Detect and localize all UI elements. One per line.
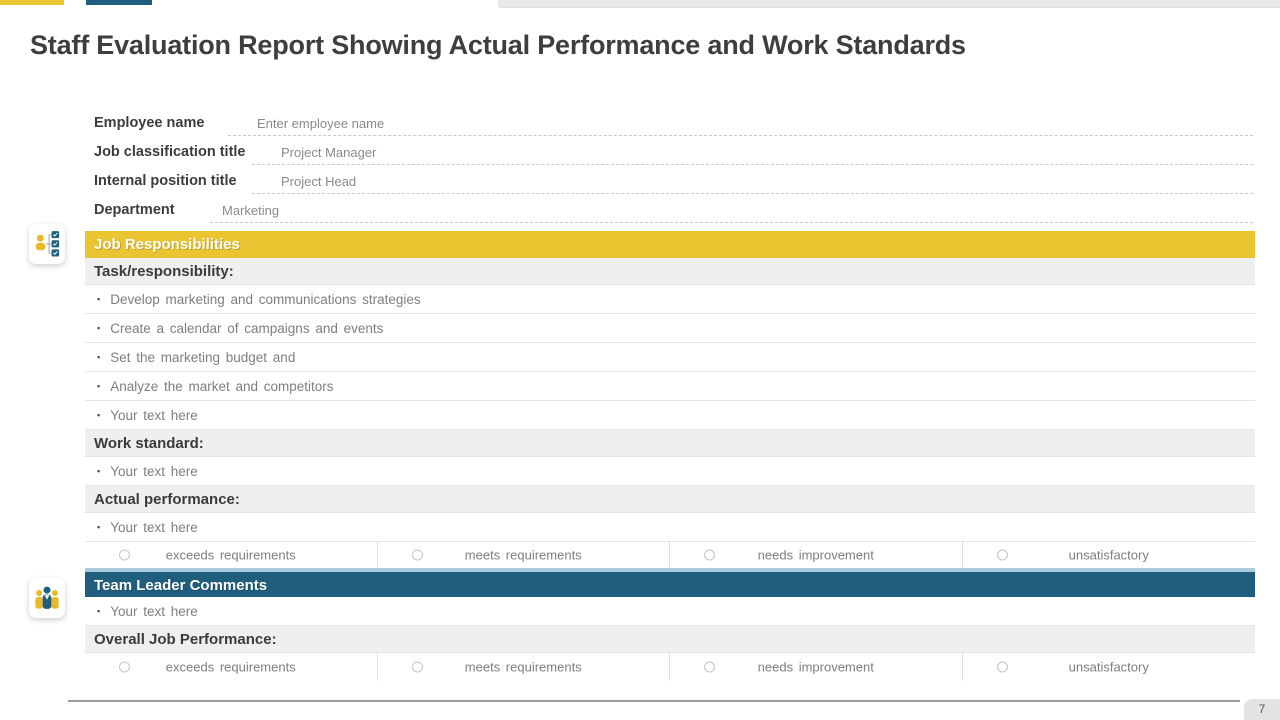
radio-button-icon[interactable]	[411, 661, 423, 673]
square-bullet-icon: ▪	[97, 323, 101, 333]
work-standard-subhead: Work standard:	[85, 430, 1255, 457]
radio-button-icon[interactable]	[119, 549, 130, 561]
job-responsibilities-header: Job Responsibilities	[85, 231, 1255, 258]
task-item: ▪ Your text here	[85, 401, 1255, 430]
employee-name-input[interactable]	[228, 135, 1253, 136]
department-row: Department Marketing	[0, 196, 1280, 225]
rating-option-needs-improvement[interactable]: needs improvement	[670, 542, 963, 568]
square-bullet-icon: ▪	[97, 381, 101, 391]
task-item: ▪ Create a calendar of campaigns and eve…	[85, 314, 1255, 343]
team-leader-comments-header: Team Leader Comments	[85, 570, 1255, 597]
job-responsibilities-icon-card	[29, 224, 65, 264]
job-classification-input[interactable]	[252, 164, 1253, 165]
task-item: ▪ Develop marketing and communications s…	[85, 285, 1255, 314]
evaluation-table: Job Responsibilities Task/responsibility…	[85, 231, 1255, 681]
square-bullet-icon: ▪	[97, 522, 101, 532]
rating-option-meets[interactable]: meets requirements	[378, 542, 670, 568]
top-accent-blue-bar	[86, 0, 152, 5]
team-leader-people-icon	[32, 581, 62, 615]
team-leader-icon-card	[29, 578, 65, 618]
square-bullet-icon: ▪	[97, 410, 101, 420]
rating-option-needs-improvement[interactable]: needs improvement	[670, 653, 963, 681]
internal-position-row: Internal position title Project Head	[0, 167, 1280, 196]
employee-name-value[interactable]: Enter employee name	[257, 116, 385, 131]
square-bullet-icon: ▪	[97, 294, 101, 304]
radio-button-icon[interactable]	[996, 549, 1008, 561]
bottom-divider-line	[68, 700, 1240, 702]
page-number-badge: 7	[1244, 699, 1280, 720]
internal-position-label: Internal position title	[94, 173, 237, 189]
employee-info-form: Employee name Enter employee name Job cl…	[0, 109, 1280, 225]
internal-position-value[interactable]: Project Head	[281, 174, 357, 189]
square-bullet-icon: ▪	[97, 352, 101, 362]
radio-button-icon[interactable]	[704, 661, 715, 673]
person-task-checklist-icon	[32, 227, 62, 261]
department-input[interactable]	[210, 222, 1253, 223]
rating-option-unsatisfactory[interactable]: unsatisfactory	[963, 542, 1256, 568]
overall-job-performance-subhead: Overall Job Performance:	[85, 626, 1255, 653]
job-classification-value[interactable]: Project Manager	[281, 145, 377, 160]
top-accent-yellow-bar	[0, 0, 64, 5]
employee-name-label: Employee name	[94, 115, 205, 131]
radio-button-icon[interactable]	[119, 661, 130, 673]
department-label: Department	[94, 202, 175, 218]
square-bullet-icon: ▪	[97, 466, 101, 476]
job-classification-label: Job classification title	[94, 144, 246, 160]
work-standard-item: ▪ Your text here	[85, 457, 1255, 486]
task-item: ▪ Analyze the market and competitors	[85, 372, 1255, 401]
employee-name-row: Employee name Enter employee name	[0, 109, 1280, 138]
department-value[interactable]: Marketing	[222, 203, 280, 218]
rating-option-meets[interactable]: meets requirements	[378, 653, 670, 681]
page-title: Staff Evaluation Report Showing Actual P…	[30, 30, 966, 60]
overall-performance-rating-row: exceeds requirements meets requirements …	[85, 653, 1255, 681]
radio-button-icon[interactable]	[704, 549, 715, 561]
leader-comment-item: ▪ Your text here	[85, 597, 1255, 626]
top-gray-strip	[498, 0, 1280, 8]
rating-option-exceeds[interactable]: exceeds requirements	[85, 542, 378, 568]
job-classification-row: Job classification title Project Manager	[0, 138, 1280, 167]
actual-performance-subhead: Actual performance:	[85, 486, 1255, 513]
actual-performance-item: ▪ Your text here	[85, 513, 1255, 542]
radio-button-icon[interactable]	[411, 549, 423, 561]
square-bullet-icon: ▪	[97, 606, 101, 616]
job-performance-rating-row: exceeds requirements meets requirements …	[85, 542, 1255, 570]
rating-option-unsatisfactory[interactable]: unsatisfactory	[963, 653, 1256, 681]
radio-button-icon[interactable]	[996, 661, 1008, 673]
task-item: ▪ Set the marketing budget and	[85, 343, 1255, 372]
task-responsibility-subhead: Task/responsibility:	[85, 258, 1255, 285]
rating-option-exceeds[interactable]: exceeds requirements	[85, 653, 378, 681]
internal-position-input[interactable]	[252, 193, 1253, 194]
